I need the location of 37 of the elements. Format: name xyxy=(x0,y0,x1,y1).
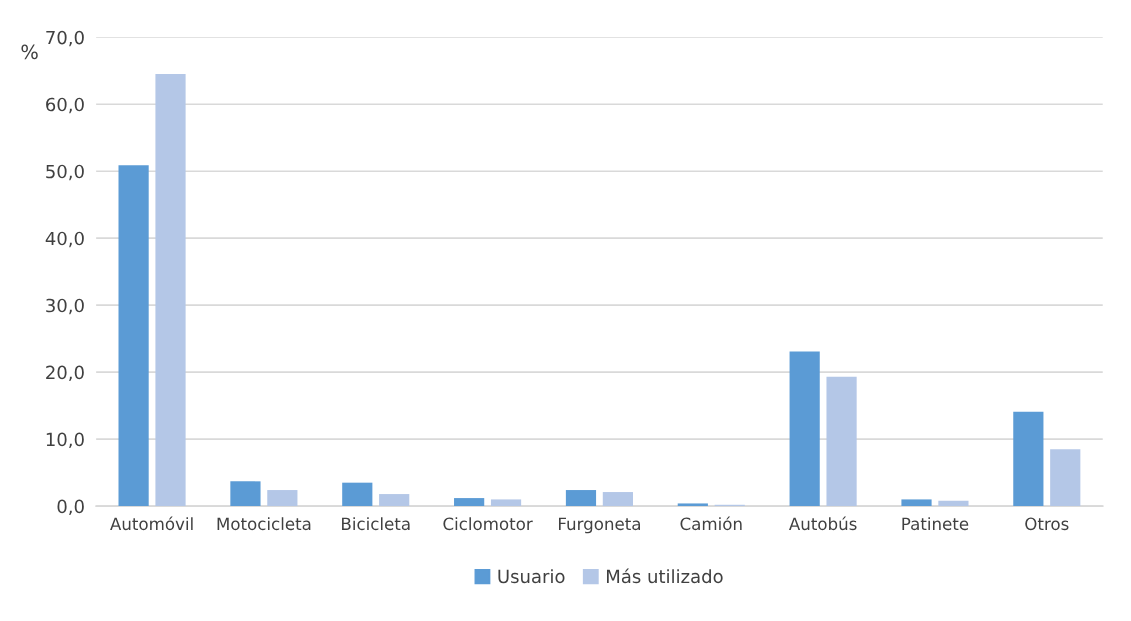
y-tick-label: 0,0 xyxy=(57,499,84,516)
y-tick-label: 60,0 xyxy=(46,97,84,114)
bar xyxy=(565,490,597,507)
bar xyxy=(379,494,410,507)
bar xyxy=(490,499,522,507)
y-tick-label: 20,0 xyxy=(46,365,84,382)
x-tick-label: Autobús xyxy=(788,516,857,531)
y-tick-label: 10,0 xyxy=(46,432,84,449)
x-tick-label: Otros xyxy=(1025,517,1069,531)
bar xyxy=(1050,449,1081,507)
bar xyxy=(267,490,298,507)
bar xyxy=(677,503,708,507)
bar xyxy=(155,74,186,507)
y-tick-label: 70,0 xyxy=(46,30,84,47)
x-tick-label: Patinete xyxy=(902,517,969,531)
bar xyxy=(230,481,261,507)
y-tick-label: 30,0 xyxy=(46,298,84,315)
bar xyxy=(342,482,373,507)
x-tick-label: Motocicleta xyxy=(217,517,311,531)
y-tick-label: 50,0 xyxy=(46,164,84,181)
x-tick-label: Bicicleta xyxy=(342,517,410,531)
x-tick-label: Ciclomotor xyxy=(443,517,533,531)
legend-label: Más utilizado xyxy=(607,568,723,584)
bar xyxy=(118,165,149,507)
bar xyxy=(602,492,633,507)
y-tick-label: 40,0 xyxy=(45,231,84,248)
legend-label: Usuario xyxy=(498,569,565,584)
x-tick-label: Camión xyxy=(680,516,742,531)
bar xyxy=(826,376,857,507)
y-axis-title: % xyxy=(21,44,38,60)
bar xyxy=(789,351,820,507)
bar xyxy=(901,499,932,507)
bar xyxy=(454,498,485,507)
x-tick-label: Automóvil xyxy=(110,516,193,531)
x-tick-label: Furgoneta xyxy=(559,517,640,534)
bar xyxy=(1013,411,1044,507)
bar xyxy=(938,500,969,507)
